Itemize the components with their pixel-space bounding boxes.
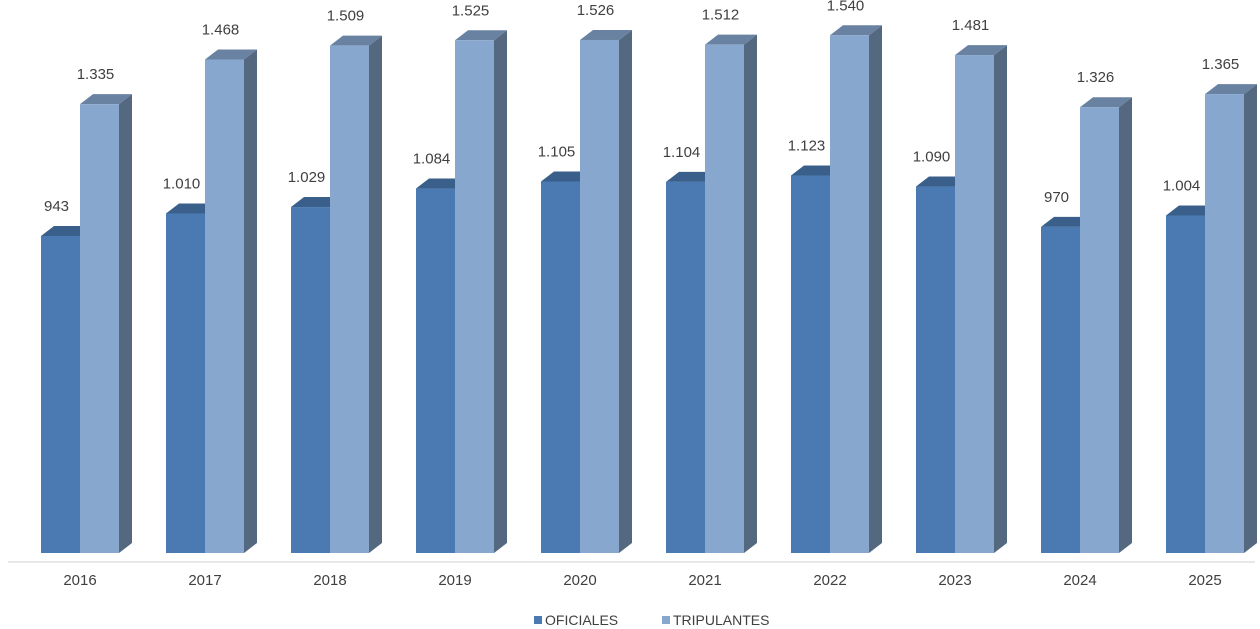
bar-top-face — [80, 94, 132, 105]
bar-side-face — [1119, 97, 1132, 554]
bar-side-face — [744, 34, 757, 554]
bar-top-face — [580, 29, 632, 40]
bar-top-face — [955, 45, 1007, 56]
bar-front-face — [541, 181, 580, 553]
bar-tripulantes-2022[interactable] — [830, 25, 882, 553]
bar-front-face — [41, 235, 80, 554]
bar-front-face — [166, 213, 205, 554]
bar-top-face — [455, 30, 507, 41]
bar-top-face — [705, 34, 757, 45]
bar-front-face — [330, 45, 369, 554]
legend-label-tripulantes: TRIPULANTES — [673, 612, 769, 628]
bar-front-face — [1041, 226, 1080, 554]
data-labels-group: 943 1.335 1.010 1.468 1.029 1.509 1.084 1.525 1.… — [44, 0, 1239, 215]
x-tick-label-2024: 2024 — [1063, 572, 1096, 589]
data-label-oficiales-2025: 1.004 — [1163, 177, 1201, 194]
bar-front-face — [705, 44, 744, 554]
bar-tripulantes-2018[interactable] — [330, 35, 382, 554]
bar-top-face — [830, 25, 882, 36]
data-label-tripulantes-2017: 1.468 — [202, 21, 240, 38]
data-label-oficiales-2023: 1.090 — [913, 149, 951, 166]
x-tick-label-2021: 2021 — [688, 572, 721, 589]
legend-item-oficiales[interactable]: OFICIALES — [534, 612, 618, 628]
data-label-tripulantes-2022: 1.540 — [827, 0, 865, 14]
bar-front-face — [416, 188, 455, 553]
bar-side-face — [369, 35, 382, 554]
x-tick-labels-group: 2016 2017 2018 2019 2020 2021 2022 2023 2024 2025 — [63, 572, 1221, 589]
bar-front-face — [1080, 107, 1119, 554]
bar-tripulantes-2017[interactable] — [205, 49, 257, 553]
bar-tripulantes-2025[interactable] — [1205, 84, 1257, 553]
data-label-tripulantes-2019: 1.525 — [452, 2, 490, 19]
x-tick-label-2016: 2016 — [63, 572, 96, 589]
bar-front-face — [791, 175, 830, 554]
data-label-tripulantes-2018: 1.509 — [327, 8, 365, 25]
bar-front-face — [916, 186, 955, 554]
data-label-oficiales-2020: 1.105 — [538, 143, 576, 160]
data-label-oficiales-2017: 1.010 — [163, 175, 201, 192]
bar-front-face — [455, 40, 494, 554]
bar-tripulantes-2019[interactable] — [455, 30, 507, 554]
bar-side-face — [494, 30, 507, 554]
bar-front-face — [830, 35, 869, 553]
data-label-oficiales-2022: 1.123 — [788, 137, 826, 154]
bar-tripulantes-2016[interactable] — [80, 94, 132, 553]
bar-tripulantes-2020[interactable] — [580, 29, 632, 553]
bar-side-face — [619, 29, 632, 553]
bar-side-face — [244, 49, 257, 553]
bars-group — [41, 25, 1257, 554]
data-label-oficiales-2024: 970 — [1044, 189, 1069, 206]
bar-top-face — [1205, 84, 1257, 95]
legend-label-oficiales: OFICIALES — [545, 612, 618, 628]
bar-side-face — [869, 25, 882, 553]
x-tick-label-2018: 2018 — [313, 572, 346, 589]
data-label-oficiales-2021: 1.104 — [663, 144, 701, 161]
data-label-tripulantes-2024: 1.326 — [1077, 69, 1115, 86]
data-label-tripulantes-2016: 1.335 — [77, 66, 115, 83]
bar-tripulantes-2024[interactable] — [1080, 97, 1132, 554]
bar-side-face — [119, 94, 132, 553]
bar-side-face — [994, 45, 1007, 553]
bar-front-face — [205, 59, 244, 553]
x-tick-label-2022: 2022 — [813, 572, 846, 589]
data-label-tripulantes-2025: 1.365 — [1202, 56, 1240, 73]
legend: OFICIALES TRIPULANTES — [534, 612, 769, 628]
data-label-tripulantes-2021: 1.512 — [702, 7, 740, 24]
bar-top-face — [1080, 97, 1132, 108]
x-tick-label-2023: 2023 — [938, 572, 971, 589]
data-label-oficiales-2019: 1.084 — [413, 151, 451, 168]
data-label-oficiales-2018: 1.029 — [288, 169, 326, 186]
x-tick-label-2019: 2019 — [438, 572, 471, 589]
legend-swatch — [534, 616, 542, 624]
bar-front-face — [580, 39, 619, 553]
x-tick-label-2017: 2017 — [188, 572, 221, 589]
x-tick-label-2020: 2020 — [563, 572, 596, 589]
bar-front-face — [1205, 94, 1244, 553]
bar-front-face — [291, 207, 330, 553]
bar-front-face — [1166, 215, 1205, 553]
bar-top-face — [205, 49, 257, 60]
bar-front-face — [666, 181, 705, 553]
bar-tripulantes-2021[interactable] — [705, 34, 757, 554]
legend-swatch — [662, 616, 670, 624]
x-tick-label-2025: 2025 — [1188, 572, 1221, 589]
data-label-tripulantes-2023: 1.481 — [952, 17, 990, 34]
legend-item-tripulantes[interactable]: TRIPULANTES — [662, 612, 769, 628]
data-label-oficiales-2016: 943 — [44, 198, 69, 215]
bar-front-face — [955, 55, 994, 553]
bar-tripulantes-2023[interactable] — [955, 45, 1007, 553]
bar-top-face — [330, 35, 382, 46]
bar-side-face — [1244, 84, 1257, 553]
bar-front-face — [80, 104, 119, 553]
data-label-tripulantes-2020: 1.526 — [577, 2, 615, 19]
